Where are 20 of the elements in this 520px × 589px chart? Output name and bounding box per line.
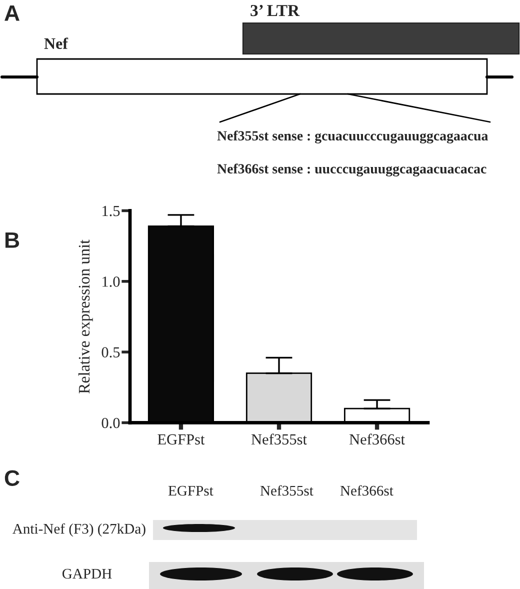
text: B — [5, 232, 20, 248]
text: Nef355st — [260, 485, 314, 496]
text: Nef366st sense : uucccugauuggcagaacuacacac — [217, 164, 486, 176]
text: Nef — [44, 38, 68, 49]
text: C — [4, 470, 20, 486]
text: GAPDH — [62, 568, 112, 579]
text: A — [4, 5, 20, 21]
x-tick-label: EGFPst — [158, 434, 205, 445]
text: 3’ LTR — [250, 4, 300, 16]
y-tick-label: 1.5 — [102, 206, 120, 216]
text: Nef355st sense : gcuacuucccugauuggcagaacua — [217, 130, 488, 144]
y-axis-title: Relative expression unit — [78, 240, 93, 394]
y-tick-label: 0.5 — [102, 347, 120, 358]
x-tick-label: Nef355st — [251, 434, 307, 445]
y-tick-label: 1.0 — [102, 276, 120, 287]
text: Nef366st — [340, 485, 394, 496]
text: EGFPst — [168, 486, 214, 496]
text: Anti-Nef (F3) (27kDa) — [12, 523, 146, 537]
x-tick-label: Nef366st — [349, 434, 405, 445]
y-tick-label: 0.0 — [102, 418, 120, 428]
